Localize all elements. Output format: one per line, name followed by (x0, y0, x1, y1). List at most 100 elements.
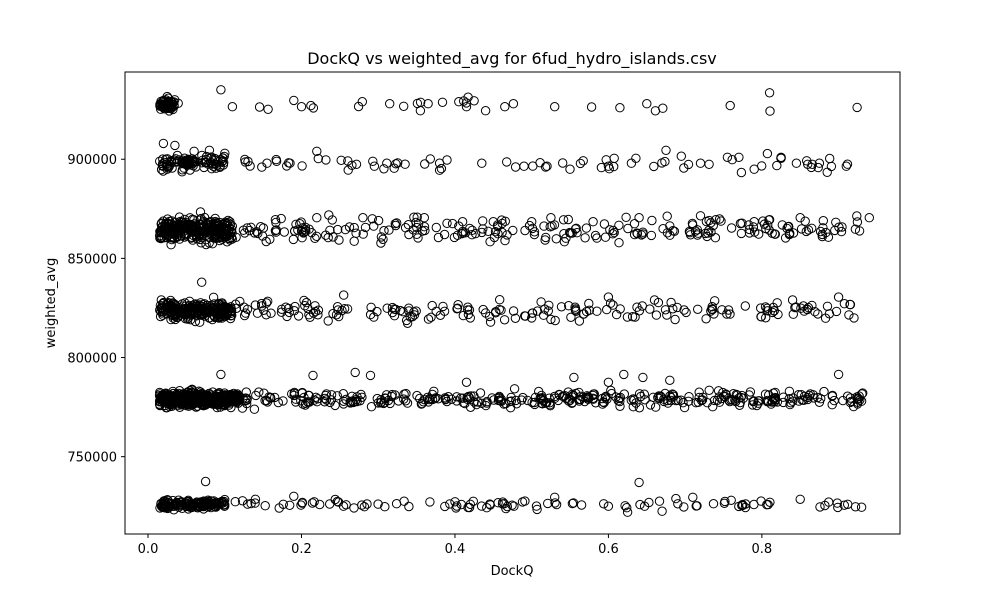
data-point (626, 395, 636, 405)
data-point (452, 304, 462, 314)
data-point (195, 207, 206, 217)
data-point (499, 315, 510, 325)
data-point (271, 156, 282, 167)
data-point (599, 499, 609, 509)
data-point (744, 228, 755, 238)
data-point (243, 156, 253, 167)
data-point (603, 161, 614, 171)
data-point (839, 500, 849, 510)
data-point (311, 392, 321, 402)
data-point (707, 304, 718, 315)
data-point (747, 400, 758, 410)
data-point (196, 226, 207, 236)
data-point (734, 501, 744, 512)
data-point (693, 304, 703, 314)
x-tick-label: 0.8 (752, 542, 773, 557)
data-point (818, 223, 828, 233)
data-point (583, 392, 593, 402)
data-point (440, 394, 451, 404)
data-point (373, 398, 383, 408)
data-point (731, 396, 741, 407)
data-point (509, 501, 519, 511)
data-point (621, 212, 631, 223)
data-point (684, 392, 694, 402)
data-point (558, 158, 568, 168)
data-point (162, 214, 173, 224)
data-point (216, 85, 226, 95)
data-point (217, 313, 227, 323)
data-point (324, 210, 334, 220)
data-point (174, 212, 185, 222)
data-point (425, 154, 435, 164)
data-point (299, 295, 309, 306)
data-point (169, 501, 179, 511)
data-point (527, 397, 537, 408)
data-point (172, 156, 182, 167)
data-point (511, 395, 521, 406)
data-point (507, 500, 517, 510)
chart-title: DockQ vs weighted_avg for 6fud_hydro_isl… (307, 49, 717, 69)
x-tick-label: 0.6 (598, 542, 619, 557)
data-point (651, 310, 662, 320)
data-point (332, 496, 343, 507)
data-point (271, 217, 281, 228)
data-point (708, 499, 719, 509)
data-point (262, 158, 272, 168)
data-point (344, 222, 355, 232)
data-point (856, 396, 867, 406)
data-point (657, 158, 667, 168)
data-point (717, 305, 727, 315)
data-point (457, 229, 467, 239)
data-point (683, 159, 694, 170)
data-point (634, 306, 645, 316)
data-point (522, 395, 533, 406)
data-point (691, 501, 701, 511)
data-point (833, 369, 844, 380)
data-point (285, 500, 295, 510)
data-point (710, 233, 721, 243)
data-point (642, 99, 652, 109)
data-point (454, 97, 464, 107)
data-point (307, 498, 318, 508)
data-point (820, 313, 831, 323)
data-point (666, 297, 676, 308)
data-point (570, 304, 581, 314)
data-point (320, 397, 330, 407)
data-point (749, 164, 759, 174)
data-point (709, 309, 719, 319)
data-point (313, 305, 324, 315)
data-point (222, 308, 232, 318)
data-point (431, 222, 441, 233)
data-point (731, 389, 742, 400)
data-point (218, 153, 228, 163)
data-point (676, 395, 686, 405)
data-point (264, 392, 274, 402)
data-point (601, 155, 611, 165)
data-point (508, 99, 519, 109)
data-point (571, 388, 581, 399)
data-point (365, 309, 376, 320)
data-point (772, 298, 782, 308)
data-point (471, 399, 482, 410)
data-point (369, 221, 379, 231)
data-point (488, 217, 498, 227)
x-tick-label: 0.2 (291, 542, 312, 557)
data-point (850, 224, 861, 234)
data-point (804, 390, 814, 401)
data-point (183, 155, 194, 165)
data-point (368, 156, 378, 167)
data-point (385, 398, 395, 409)
data-point (183, 495, 194, 505)
data-point (242, 398, 252, 409)
data-point (470, 228, 481, 239)
data-point (635, 499, 645, 510)
data-point (694, 392, 704, 403)
data-point (244, 225, 255, 236)
data-point (341, 394, 351, 405)
data-point (509, 384, 520, 394)
data-point (650, 106, 661, 116)
data-point (469, 397, 479, 407)
data-point (256, 222, 266, 232)
data-point (210, 502, 221, 512)
data-point (527, 308, 538, 318)
